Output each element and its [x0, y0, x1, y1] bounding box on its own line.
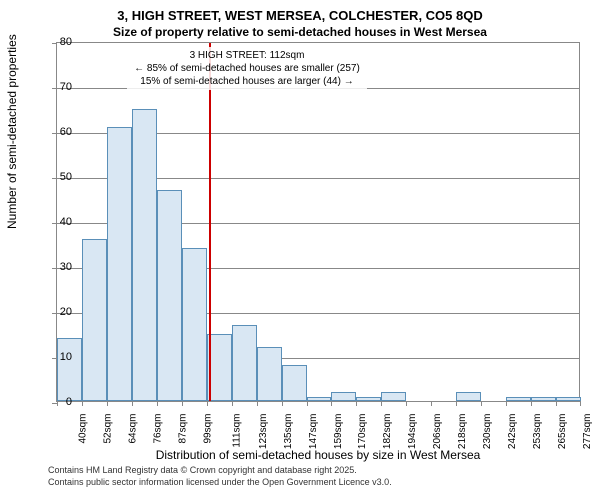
- xtick-label: 242sqm: [507, 414, 518, 450]
- xtick-mark: [556, 401, 557, 406]
- histogram-bar: [331, 392, 356, 401]
- xtick-label: 265sqm: [557, 414, 568, 450]
- xtick-mark: [331, 401, 332, 406]
- xtick-label: 277sqm: [582, 414, 593, 450]
- xtick-label: 182sqm: [383, 414, 394, 450]
- annotation-box: 3 HIGH STREET: 112sqm← 85% of semi-detac…: [127, 47, 367, 90]
- ytick-mark: [52, 313, 57, 314]
- annotation-line: 3 HIGH STREET: 112sqm: [129, 49, 365, 62]
- xtick-label: 230sqm: [482, 414, 493, 450]
- xtick-mark: [506, 401, 507, 406]
- footer-attribution: Contains HM Land Registry data © Crown c…: [48, 465, 392, 488]
- y-axis-label: Number of semi-detached properties: [5, 34, 19, 229]
- plot-area: 3 HIGH STREET: 112sqm← 85% of semi-detac…: [56, 42, 580, 402]
- annotation-line: ← 85% of semi-detached houses are smalle…: [129, 62, 365, 75]
- x-axis-label: Distribution of semi-detached houses by …: [56, 448, 580, 462]
- xtick-mark: [132, 401, 133, 406]
- xtick-label: 147sqm: [308, 414, 319, 450]
- xtick-label: 206sqm: [432, 414, 443, 450]
- xtick-mark: [580, 401, 581, 406]
- xtick-mark: [307, 401, 308, 406]
- footer-line-1: Contains HM Land Registry data © Crown c…: [48, 465, 392, 477]
- ytick-label: 10: [60, 351, 72, 363]
- histogram-bar: [381, 392, 406, 401]
- xtick-mark: [257, 401, 258, 406]
- ytick-label: 30: [60, 261, 72, 273]
- histogram-bar: [232, 325, 257, 402]
- xtick-mark: [57, 401, 58, 406]
- chart-title: 3, HIGH STREET, WEST MERSEA, COLCHESTER,…: [0, 0, 600, 23]
- xtick-label: 40sqm: [78, 414, 89, 444]
- histogram-bar: [82, 239, 107, 401]
- ytick-mark: [52, 268, 57, 269]
- xtick-label: 194sqm: [407, 414, 418, 450]
- ytick-label: 50: [60, 171, 72, 183]
- xtick-label: 170sqm: [358, 414, 369, 450]
- xtick-label: 76sqm: [152, 414, 163, 444]
- xtick-label: 64sqm: [127, 414, 138, 444]
- ytick-label: 80: [60, 36, 72, 48]
- xtick-label: 87sqm: [177, 414, 188, 444]
- ytick-mark: [52, 88, 57, 89]
- histogram-bar: [157, 190, 182, 402]
- xtick-mark: [182, 401, 183, 406]
- xtick-mark: [282, 401, 283, 406]
- xtick-mark: [82, 401, 83, 406]
- histogram-bar: [506, 397, 531, 402]
- ytick-label: 40: [60, 216, 72, 228]
- histogram-bar: [57, 338, 82, 401]
- histogram-bar: [356, 397, 381, 402]
- histogram-bar: [107, 127, 132, 402]
- xtick-label: 52sqm: [102, 414, 113, 444]
- xtick-label: 218sqm: [457, 414, 468, 450]
- ytick-mark: [52, 43, 57, 44]
- xtick-mark: [456, 401, 457, 406]
- ytick-label: 60: [60, 126, 72, 138]
- histogram-bar: [556, 397, 581, 402]
- histogram-bar: [182, 248, 207, 401]
- xtick-mark: [356, 401, 357, 406]
- ytick-label: 70: [60, 81, 72, 93]
- xtick-mark: [207, 401, 208, 406]
- histogram-bar: [132, 109, 157, 402]
- xtick-mark: [232, 401, 233, 406]
- chart-container: 3, HIGH STREET, WEST MERSEA, COLCHESTER,…: [0, 0, 600, 500]
- xtick-label: 111sqm: [231, 414, 242, 448]
- reference-line: [209, 43, 211, 401]
- ytick-label: 0: [66, 396, 72, 408]
- xtick-mark: [431, 401, 432, 406]
- xtick-mark: [157, 401, 158, 406]
- xtick-mark: [381, 401, 382, 406]
- histogram-bar: [257, 347, 282, 401]
- ytick-mark: [52, 133, 57, 134]
- xtick-label: 253sqm: [532, 414, 543, 450]
- xtick-label: 159sqm: [333, 414, 344, 450]
- ytick-label: 20: [60, 306, 72, 318]
- ytick-mark: [52, 223, 57, 224]
- xtick-label: 135sqm: [283, 414, 294, 450]
- xtick-mark: [481, 401, 482, 406]
- histogram-bar: [531, 397, 556, 402]
- xtick-mark: [406, 401, 407, 406]
- xtick-mark: [107, 401, 108, 406]
- footer-line-2: Contains public sector information licen…: [48, 477, 392, 489]
- histogram-bar: [307, 397, 332, 402]
- xtick-label: 99sqm: [202, 414, 213, 444]
- histogram-bar: [456, 392, 481, 401]
- annotation-line: 15% of semi-detached houses are larger (…: [129, 75, 365, 88]
- ytick-mark: [52, 178, 57, 179]
- chart-subtitle: Size of property relative to semi-detach…: [0, 23, 600, 39]
- xtick-label: 123sqm: [258, 414, 269, 450]
- xtick-mark: [531, 401, 532, 406]
- histogram-bar: [282, 365, 307, 401]
